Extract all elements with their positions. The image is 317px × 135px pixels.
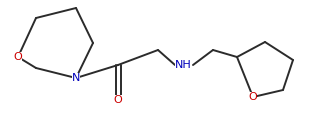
Text: NH: NH: [175, 60, 191, 70]
Text: N: N: [72, 73, 80, 83]
Text: O: O: [249, 92, 257, 102]
Text: O: O: [14, 52, 23, 62]
Text: O: O: [113, 95, 122, 105]
